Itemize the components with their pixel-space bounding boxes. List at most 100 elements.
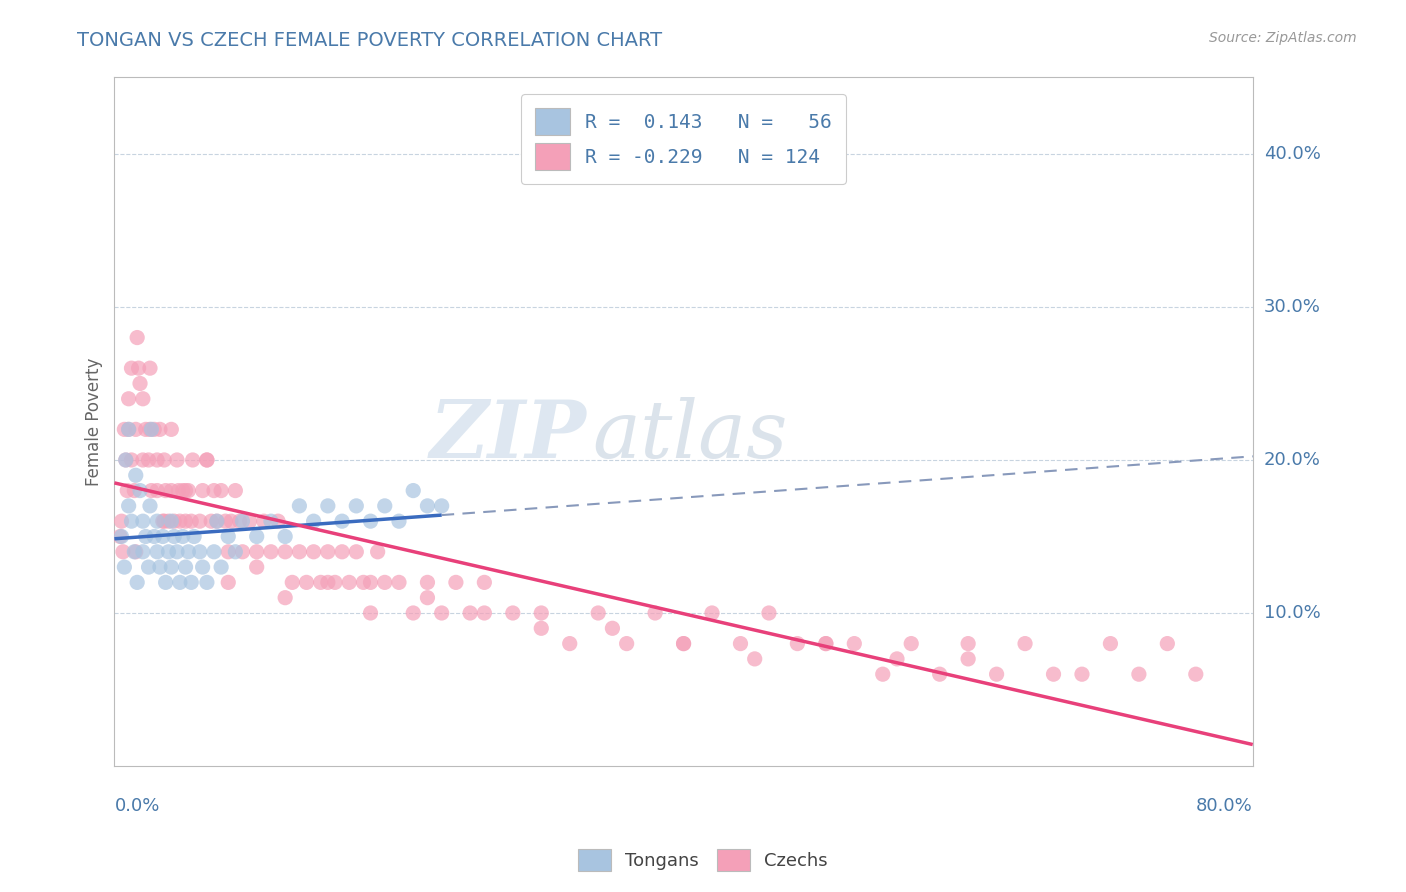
Point bbox=[530, 621, 553, 635]
Point bbox=[360, 514, 382, 528]
Point bbox=[344, 499, 367, 513]
Point bbox=[117, 392, 139, 406]
Point bbox=[316, 545, 339, 559]
Point bbox=[110, 529, 132, 543]
Point bbox=[181, 453, 204, 467]
Point bbox=[172, 529, 194, 543]
Point bbox=[177, 545, 200, 559]
Point bbox=[146, 545, 169, 559]
Point bbox=[205, 514, 228, 528]
Point bbox=[188, 545, 211, 559]
Point bbox=[157, 545, 180, 559]
Point bbox=[132, 453, 155, 467]
Point bbox=[128, 361, 150, 376]
Point bbox=[367, 545, 389, 559]
Point bbox=[110, 514, 132, 528]
Point bbox=[135, 422, 157, 436]
Point bbox=[152, 514, 174, 528]
Point bbox=[430, 606, 453, 620]
Point bbox=[180, 575, 202, 590]
Point bbox=[388, 575, 411, 590]
Point bbox=[195, 575, 218, 590]
Point bbox=[224, 483, 246, 498]
Point bbox=[129, 376, 152, 391]
Point bbox=[228, 514, 250, 528]
Point bbox=[472, 606, 495, 620]
Point bbox=[121, 514, 143, 528]
Point bbox=[274, 529, 297, 543]
Point bbox=[129, 483, 152, 498]
Point bbox=[281, 575, 304, 590]
Legend: Tongans, Czechs: Tongans, Czechs bbox=[571, 842, 835, 879]
Point bbox=[139, 499, 162, 513]
Point bbox=[744, 652, 766, 666]
Text: 30.0%: 30.0% bbox=[1264, 298, 1320, 316]
Point bbox=[219, 514, 242, 528]
Point bbox=[295, 575, 318, 590]
Point bbox=[143, 422, 166, 436]
Point bbox=[132, 514, 155, 528]
Point bbox=[337, 575, 360, 590]
Point bbox=[231, 514, 253, 528]
Point bbox=[288, 499, 311, 513]
Text: ZIP: ZIP bbox=[430, 397, 586, 475]
Point bbox=[217, 575, 239, 590]
Point bbox=[416, 591, 439, 605]
Point bbox=[900, 637, 922, 651]
Point bbox=[157, 514, 180, 528]
Point bbox=[195, 453, 218, 467]
Point bbox=[172, 483, 194, 498]
Point bbox=[141, 422, 163, 436]
Point bbox=[153, 453, 176, 467]
Point bbox=[163, 514, 186, 528]
Point bbox=[402, 483, 425, 498]
Point bbox=[177, 483, 200, 498]
Point bbox=[928, 667, 950, 681]
Point bbox=[330, 545, 353, 559]
Legend: R =  0.143   N =   56, R = -0.229   N = 124: R = 0.143 N = 56, R = -0.229 N = 124 bbox=[522, 94, 846, 184]
Point bbox=[132, 545, 155, 559]
Point bbox=[1099, 637, 1122, 651]
Point bbox=[458, 606, 481, 620]
Point bbox=[302, 545, 325, 559]
Point bbox=[209, 483, 232, 498]
Point bbox=[115, 483, 138, 498]
Point bbox=[200, 514, 222, 528]
Point bbox=[169, 575, 191, 590]
Point bbox=[121, 453, 143, 467]
Point bbox=[444, 575, 467, 590]
Point bbox=[167, 483, 190, 498]
Point bbox=[174, 560, 197, 574]
Point bbox=[786, 637, 808, 651]
Point bbox=[330, 514, 353, 528]
Point bbox=[416, 499, 439, 513]
Point bbox=[644, 606, 666, 620]
Point bbox=[388, 514, 411, 528]
Point bbox=[616, 637, 638, 651]
Point bbox=[174, 483, 197, 498]
Point bbox=[886, 652, 908, 666]
Point bbox=[217, 529, 239, 543]
Point bbox=[672, 637, 695, 651]
Point bbox=[253, 514, 276, 528]
Point bbox=[260, 545, 283, 559]
Point bbox=[146, 483, 169, 498]
Point bbox=[814, 637, 837, 651]
Point bbox=[1184, 667, 1206, 681]
Point bbox=[160, 422, 183, 436]
Point bbox=[202, 545, 225, 559]
Point bbox=[246, 545, 269, 559]
Point bbox=[472, 575, 495, 590]
Point bbox=[586, 606, 609, 620]
Point bbox=[1128, 667, 1150, 681]
Point bbox=[121, 361, 143, 376]
Text: Source: ZipAtlas.com: Source: ZipAtlas.com bbox=[1209, 31, 1357, 45]
Point bbox=[155, 483, 177, 498]
Point bbox=[127, 330, 149, 344]
Point bbox=[166, 545, 188, 559]
Point bbox=[1014, 637, 1036, 651]
Point bbox=[117, 422, 139, 436]
Point bbox=[758, 606, 780, 620]
Point bbox=[246, 529, 269, 543]
Point bbox=[316, 575, 339, 590]
